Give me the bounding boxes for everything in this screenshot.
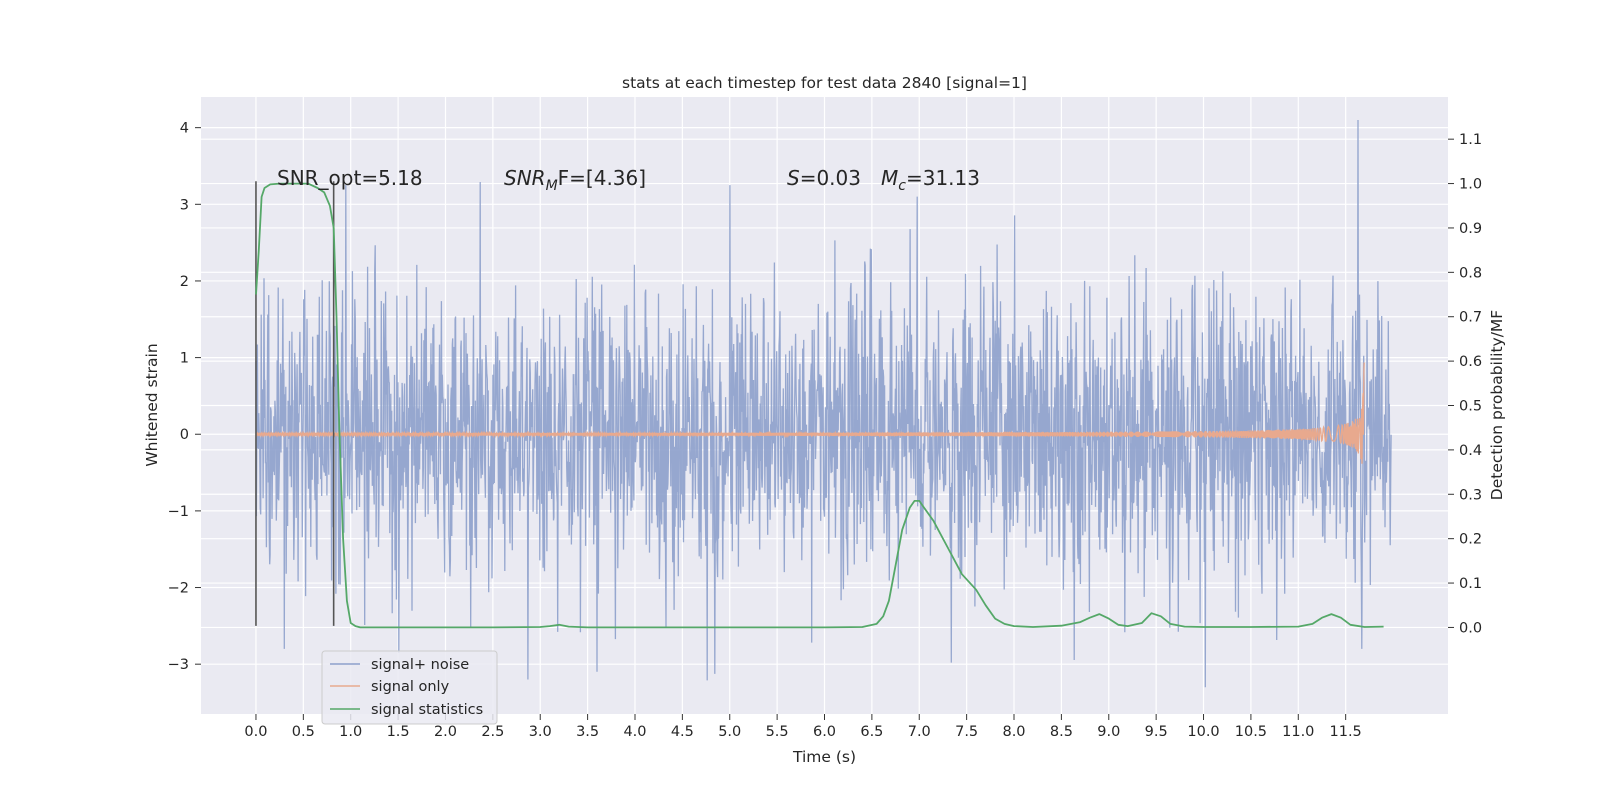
y-tick-label-5: 2 — [180, 274, 189, 290]
y-right-tick-label-6: 0.6 — [1459, 354, 1482, 370]
y-right-tick-label-7: 0.7 — [1459, 310, 1482, 326]
x-tick-label-22: 11.0 — [1282, 724, 1314, 740]
x-tick-label-18: 9.0 — [1097, 724, 1120, 740]
chart-title: stats at each timestep for test data 284… — [622, 74, 1027, 92]
annotation-mc-main: M — [881, 166, 898, 190]
x-tick-label-2: 1.0 — [339, 724, 362, 740]
x-tick-label-14: 7.0 — [908, 724, 931, 740]
annotations: SNR_opt=5.18 SNRMF=[4.36] S=0.03 Mc=31.1… — [277, 166, 980, 194]
legend-label-signal-only: signal only — [371, 679, 450, 695]
x-tick-label-3: 1.5 — [387, 724, 410, 740]
x-tick-label-23: 11.5 — [1330, 724, 1362, 740]
x-tick-label-5: 2.5 — [481, 724, 504, 740]
y-right-tick-label-5: 0.5 — [1459, 399, 1482, 415]
annotation-s: S=0.03 — [787, 166, 861, 190]
y-right-tick-label-0: 0.0 — [1459, 620, 1482, 636]
vertical-markers — [255, 181, 335, 626]
x-tick-label-11: 5.5 — [766, 724, 789, 740]
annotation-snr-mf-suffix: F=[4.36] — [558, 166, 646, 190]
signal-only-line — [255, 362, 1365, 464]
signal-noise-line — [255, 119, 1392, 688]
x-tick-label-8: 4.0 — [623, 724, 646, 740]
legend-label-signal-noise: signal+ noise — [371, 657, 469, 673]
x-tick-label-7: 3.5 — [576, 724, 599, 740]
x-tick-label-10: 5.0 — [718, 724, 741, 740]
y-axis-label: Whitened strain — [143, 343, 161, 466]
signal-statistics-line — [255, 182, 1384, 629]
y-axis-right-label: Detection probability/MF — [1488, 310, 1506, 501]
axis-ticks: 0.0 0.5 1.0 1.5 2.0 2.5 3.0 3.5 4.0 4.5 5.0 5.5 6.0 6… — [168, 121, 1482, 740]
annotation-s-main: S — [787, 166, 800, 190]
annotation-snr-mf-sub: M — [546, 178, 558, 194]
x-tick-label-21: 10.5 — [1235, 724, 1267, 740]
annotation-snr-opt-text: SNR_opt=5.18 — [277, 166, 423, 190]
x-tick-label-16: 8.0 — [1002, 724, 1025, 740]
series-signal-statistics — [255, 182, 1384, 629]
y-tick-label-7: 4 — [180, 121, 189, 137]
x-tick-label-12: 6.0 — [813, 724, 836, 740]
y-right-tick-label-9: 0.9 — [1459, 221, 1482, 237]
series-signal-only — [255, 362, 1365, 464]
x-tick-label-19: 9.5 — [1145, 724, 1168, 740]
annotation-mc-sub: c — [898, 178, 906, 194]
x-tick-label-20: 10.0 — [1187, 724, 1219, 740]
x-tick-label-17: 8.5 — [1050, 724, 1073, 740]
x-tick-label-15: 7.5 — [955, 724, 978, 740]
x-tick-label-4: 2.0 — [434, 724, 457, 740]
y-tick-label-2: −1 — [168, 504, 189, 520]
y-tick-label-1: −2 — [168, 581, 189, 597]
legend-label-signal-statistics: signal statistics — [371, 702, 483, 718]
y-tick-label-0: −3 — [168, 657, 189, 673]
legend-box — [321, 650, 498, 725]
legend: signal+ noise signal only signal statist… — [321, 650, 498, 725]
y-right-tick-label-10: 1.0 — [1459, 177, 1482, 193]
annotation-mc: Mc=31.13 — [881, 166, 980, 194]
y-tick-label-3: 0 — [180, 427, 189, 443]
annotation-snr-mf: SNRMF=[4.36] — [504, 166, 646, 194]
y-right-tick-label-1: 0.1 — [1459, 576, 1482, 592]
annotation-snr-mf-main: SNR — [504, 166, 546, 190]
annotation-mc-suffix: =31.13 — [906, 166, 980, 190]
x-tick-label-13: 6.5 — [860, 724, 883, 740]
x-tick-label-9: 4.5 — [671, 724, 694, 740]
y-tick-label-6: 3 — [180, 197, 189, 213]
annotation-s-suffix: =0.03 — [800, 166, 861, 190]
x-tick-label-1: 0.5 — [292, 724, 315, 740]
y-right-tick-label-2: 0.2 — [1459, 532, 1482, 548]
y-tick-label-4: 1 — [180, 351, 189, 367]
y-right-tick-label-4: 0.4 — [1459, 443, 1482, 459]
y-right-tick-label-8: 0.8 — [1459, 265, 1482, 281]
annotation-snr-opt: SNR_opt=5.18 — [277, 166, 423, 190]
y-right-tick-label-11: 1.1 — [1459, 132, 1482, 148]
y-right-tick-label-3: 0.3 — [1459, 487, 1482, 503]
x-axis-label: Time (s) — [792, 748, 856, 766]
series-signal-noise — [255, 119, 1392, 688]
x-tick-label-0: 0.0 — [244, 724, 267, 740]
x-tick-label-6: 3.0 — [529, 724, 552, 740]
